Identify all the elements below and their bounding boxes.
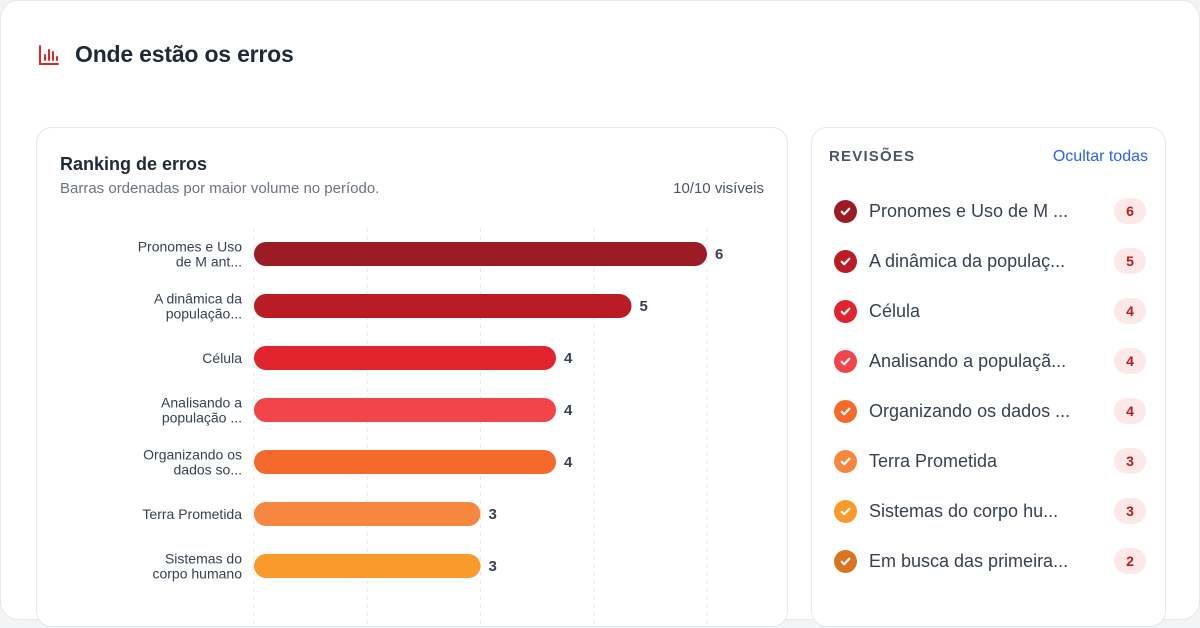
checkbox-checked-icon[interactable] — [834, 399, 857, 423]
revision-label: A dinâmica da populaç... — [869, 250, 1066, 271]
section-title: Onde estão os erros — [75, 41, 294, 67]
revision-label: Pronomes e Uso de M ... — [869, 200, 1069, 221]
error-count-badge: 5 — [1114, 248, 1146, 274]
category-label: Organizando os — [143, 447, 242, 463]
revision-item[interactable]: Célula 4 — [834, 286, 1146, 336]
bar-value-label: 3 — [489, 558, 497, 575]
revision-label: Sistemas do corpo hu... — [869, 500, 1059, 521]
checkbox-checked-icon[interactable] — [834, 349, 857, 373]
bar-value-label: 5 — [640, 298, 648, 315]
ranking-chart-card: 6 Pronomes e Uso de M ant... 5 A dinâmica da… — [36, 127, 788, 628]
error-count-badge: 4 — [1114, 298, 1146, 324]
revision-item[interactable]: Em busca das primeira... 2 — [834, 536, 1146, 586]
revision-label: Em busca das primeira... — [869, 550, 1069, 571]
category-label: de M ant... — [176, 254, 242, 270]
bar — [254, 398, 556, 422]
bar — [254, 346, 556, 370]
bar-chart-icon — [37, 43, 61, 67]
checkbox-checked-icon[interactable] — [834, 499, 857, 523]
revision-item[interactable]: Pronomes e Uso de M ... 6 — [834, 186, 1146, 236]
category-label: população... — [166, 306, 242, 322]
checkbox-checked-icon[interactable] — [834, 249, 857, 273]
category-label: Pronomes e Uso — [138, 239, 242, 255]
bar — [254, 502, 481, 526]
error-count-badge: 4 — [1114, 348, 1146, 374]
bar-value-label: 3 — [489, 506, 497, 523]
category-label: Analisando a — [161, 395, 242, 411]
checkbox-checked-icon[interactable] — [834, 299, 857, 323]
revision-item[interactable]: Organizando os dados ... 4 — [834, 386, 1146, 436]
checkbox-checked-icon[interactable] — [834, 549, 857, 573]
revisions-list: Pronomes e Uso de M ... 6 A dinâmica da po… — [834, 186, 1146, 586]
revision-item[interactable]: A dinâmica da populaç... 5 — [834, 236, 1146, 286]
revisions-card: REVISÕES Ocultar todas Pronomes e Uso de… — [811, 127, 1166, 627]
checkbox-checked-icon[interactable] — [834, 199, 857, 223]
revision-label: Organizando os dados ... — [869, 400, 1071, 421]
revisions-label: REVISÕES — [829, 148, 916, 165]
error-count-badge: 4 — [1114, 398, 1146, 424]
checkbox-checked-icon[interactable] — [834, 449, 857, 473]
revision-item[interactable]: Sistemas do corpo hu... 3 — [834, 486, 1146, 536]
bar — [254, 450, 556, 474]
chart-title: Ranking de erros — [60, 154, 208, 174]
error-count-badge: 2 — [1114, 548, 1146, 574]
bar — [254, 294, 632, 318]
bar-value-label: 4 — [564, 454, 573, 471]
error-count-badge: 3 — [1114, 498, 1146, 524]
revision-item[interactable]: Analisando a populaçã... 4 — [834, 336, 1146, 386]
revision-label: Terra Prometida — [869, 450, 998, 471]
bar-value-label: 4 — [564, 350, 573, 367]
category-label: Célula — [202, 350, 242, 366]
visible-count: 10/10 visíveis — [673, 180, 764, 197]
category-label: Sistemas do — [165, 551, 242, 567]
error-count-badge: 6 — [1114, 198, 1146, 224]
chart-subtitle: Barras ordenadas por maior volume no per… — [60, 180, 380, 197]
category-label: dados so... — [174, 462, 243, 478]
bar-value-label: 4 — [564, 402, 573, 419]
revision-item[interactable]: Terra Prometida 3 — [834, 436, 1146, 486]
category-label: população ... — [162, 410, 242, 426]
hide-all-button[interactable]: Ocultar todas — [1052, 148, 1148, 165]
error-count-badge: 3 — [1114, 448, 1146, 474]
bar — [254, 242, 707, 266]
category-label: A dinâmica da — [154, 291, 242, 307]
section-header: Onde estão os erros — [37, 41, 294, 68]
bar-value-label: 6 — [715, 246, 723, 263]
bar — [254, 554, 481, 578]
category-label: corpo humano — [152, 566, 242, 582]
revision-label: Analisando a populaçã... — [869, 350, 1067, 371]
revision-label: Célula — [869, 300, 921, 321]
category-label: Terra Prometida — [142, 506, 242, 522]
